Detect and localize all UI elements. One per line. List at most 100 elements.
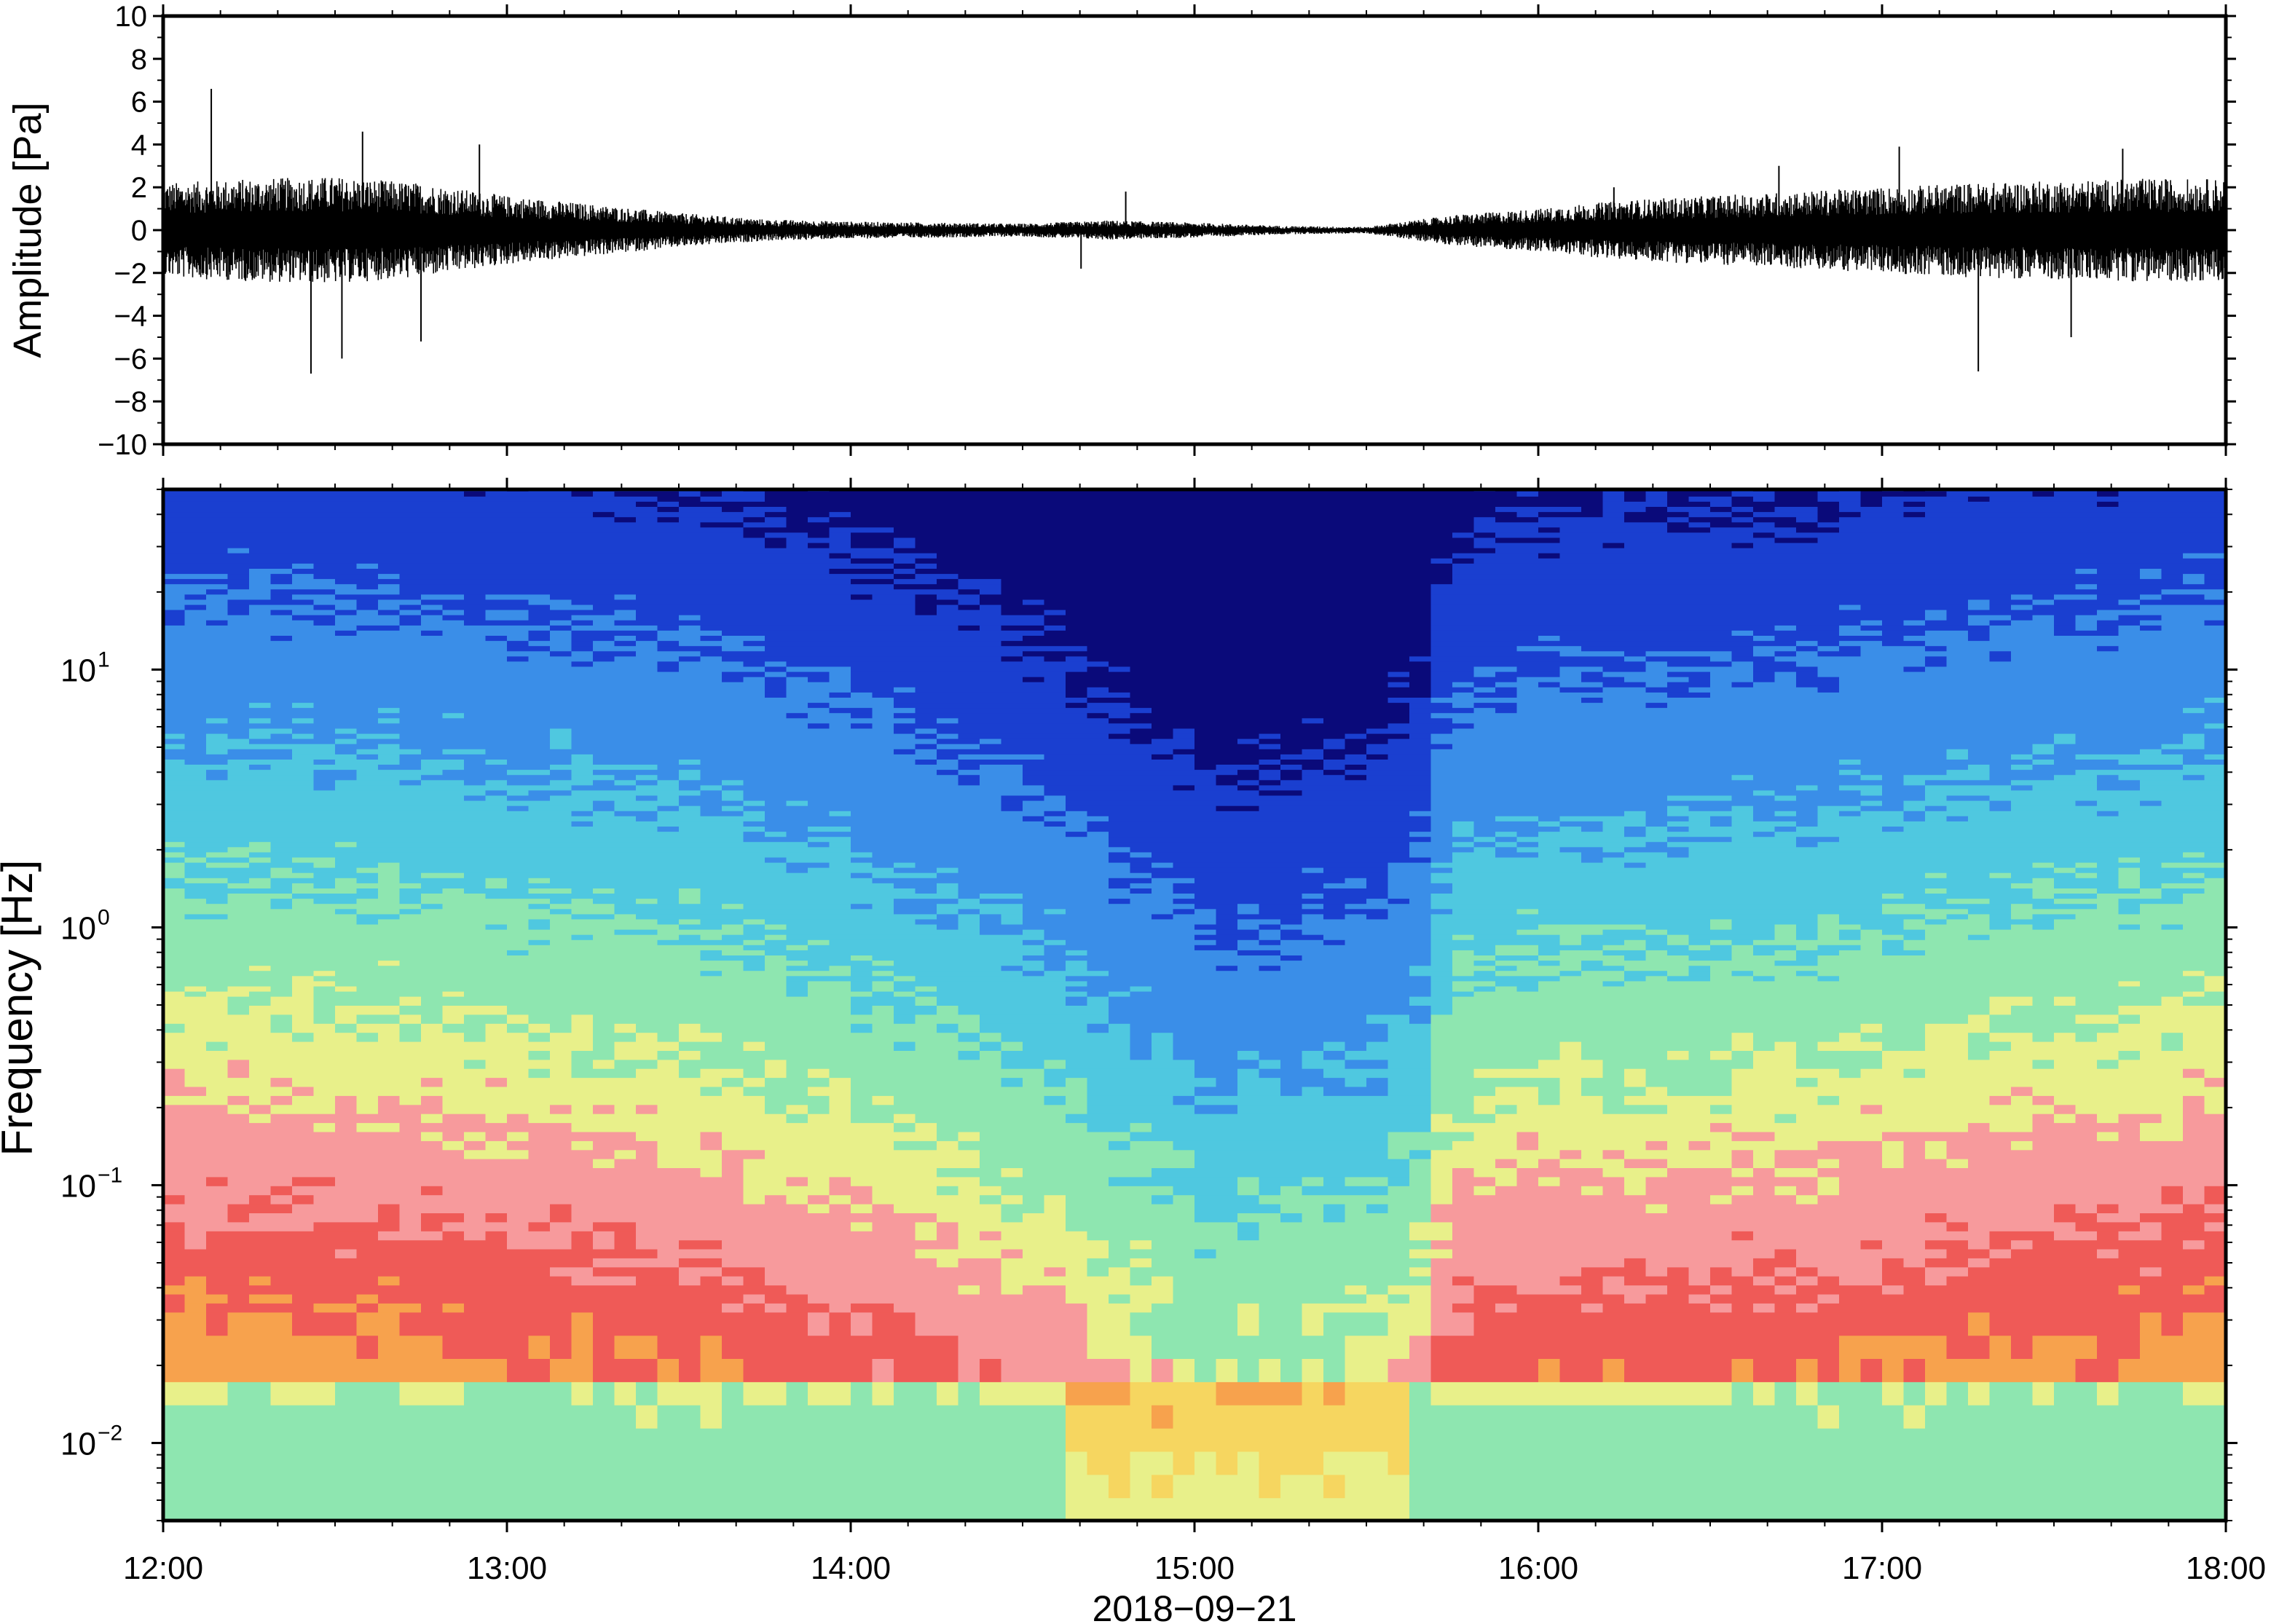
spectrogram-cell bbox=[378, 1239, 401, 1249]
spectrogram-cell bbox=[873, 1474, 895, 1498]
spectrogram-cell bbox=[292, 821, 315, 827]
spectrogram-cell bbox=[507, 1095, 530, 1105]
spectrogram-cell bbox=[787, 650, 809, 656]
spectrogram-cell bbox=[228, 1231, 251, 1240]
spectrogram-cell bbox=[658, 754, 680, 760]
spectrogram-cell bbox=[615, 851, 637, 857]
spectrogram-cell bbox=[206, 543, 229, 548]
spectrogram-cell bbox=[808, 1497, 830, 1521]
spectrogram-cell bbox=[851, 831, 873, 837]
spectrogram-cell bbox=[314, 857, 336, 863]
spectrogram-cell bbox=[701, 687, 723, 693]
spectrogram-cell bbox=[335, 986, 358, 992]
spectrogram-cell bbox=[658, 955, 680, 961]
spectrogram-cell bbox=[765, 1068, 787, 1078]
spectrogram-cell bbox=[163, 1014, 186, 1023]
spectrogram-cell bbox=[550, 610, 572, 615]
spectrogram-cell bbox=[701, 929, 723, 935]
spectrogram-cell bbox=[378, 955, 401, 961]
spectrogram-cell bbox=[228, 516, 251, 522]
spectrogram-cell bbox=[185, 831, 208, 837]
spectrogram-cell bbox=[808, 671, 830, 677]
spectrogram-cell bbox=[658, 682, 680, 687]
spectrogram-cell bbox=[228, 924, 251, 930]
spectrogram-cell bbox=[765, 1358, 787, 1382]
spectrogram-cell bbox=[679, 929, 701, 935]
spectrogram-cell bbox=[421, 970, 444, 976]
spectrogram-cell bbox=[529, 599, 551, 605]
spectrogram-cell bbox=[486, 1176, 508, 1186]
spectrogram-cell bbox=[185, 1249, 208, 1258]
spectrogram-cell bbox=[271, 789, 294, 795]
spectrogram-cell bbox=[443, 805, 465, 811]
spectrogram-cell bbox=[529, 950, 551, 955]
spectrogram-cell bbox=[744, 655, 766, 661]
spectrogram-cell bbox=[271, 1231, 294, 1240]
spectrogram-cell bbox=[292, 615, 315, 620]
spectrogram-cell bbox=[163, 970, 186, 976]
spectrogram-cell bbox=[550, 1005, 572, 1014]
spectrogram-cell bbox=[228, 784, 251, 790]
spectrogram-cell bbox=[185, 682, 208, 687]
spectrogram-cell bbox=[529, 532, 551, 537]
spectrogram-cell bbox=[765, 666, 787, 672]
spectrogram-cell bbox=[550, 1428, 572, 1452]
spectrogram-cell bbox=[378, 578, 401, 584]
spectrogram-cell bbox=[679, 1014, 701, 1023]
spectrogram-cell bbox=[464, 1149, 487, 1159]
spectrogram-cell bbox=[550, 712, 572, 718]
spectrogram-cell bbox=[357, 594, 379, 599]
spectrogram-cell bbox=[873, 883, 895, 888]
spectrogram-cell bbox=[701, 583, 723, 589]
spectrogram-cell bbox=[636, 821, 658, 827]
spectrogram-cell bbox=[722, 1497, 744, 1521]
spectrogram-cell bbox=[851, 769, 873, 775]
spectrogram-cell bbox=[163, 692, 186, 698]
spectrogram-cell bbox=[378, 722, 401, 728]
spectrogram-cell bbox=[787, 1167, 809, 1177]
spectrogram-cell bbox=[507, 1113, 530, 1123]
spectrogram-cell bbox=[335, 800, 358, 806]
spectrogram-cell bbox=[572, 671, 594, 677]
spectrogram-cell bbox=[163, 558, 186, 564]
spectrogram-cell bbox=[722, 610, 744, 615]
spectrogram-cell bbox=[443, 1405, 465, 1429]
spectrogram-cell bbox=[486, 939, 508, 945]
spectrogram-cell bbox=[486, 1285, 508, 1294]
spectrogram-cell bbox=[486, 1068, 508, 1078]
spectrogram-cell bbox=[464, 1005, 487, 1014]
spectrogram-cell bbox=[615, 749, 637, 754]
spectrogram-cell bbox=[765, 697, 787, 703]
spectrogram-cell bbox=[722, 671, 744, 677]
spectrogram-cell bbox=[335, 1474, 358, 1498]
spectrogram-cell bbox=[658, 568, 680, 574]
spectrogram-cell bbox=[851, 851, 873, 857]
spectrogram-cell bbox=[443, 1258, 465, 1267]
spectrogram-cell bbox=[185, 955, 208, 961]
spectrogram-cell bbox=[314, 645, 336, 651]
spectrogram-cell bbox=[765, 857, 787, 863]
spectrogram-cell bbox=[722, 795, 744, 801]
spectrogram-cell bbox=[658, 1335, 680, 1359]
spectrogram-cell bbox=[744, 1050, 766, 1060]
spectrogram-cell bbox=[722, 1113, 744, 1123]
spectrogram-cell bbox=[550, 543, 572, 548]
spectrogram-cell bbox=[443, 779, 465, 785]
spectrogram-cell bbox=[206, 1213, 229, 1222]
spectrogram-cell bbox=[163, 1381, 186, 1406]
spectrogram-cell bbox=[335, 1032, 358, 1041]
spectrogram-cell bbox=[228, 1186, 251, 1195]
spectrogram-cell bbox=[507, 1428, 530, 1452]
spectrogram-cell bbox=[443, 970, 465, 976]
spectrogram-cell bbox=[443, 789, 465, 795]
spectrogram-cell bbox=[873, 677, 895, 682]
spectrogram-cell bbox=[765, 625, 787, 631]
spectrogram-cell bbox=[808, 1032, 830, 1041]
spectrogram-cell bbox=[830, 666, 852, 672]
spectrogram-cell bbox=[421, 1122, 444, 1132]
spectrogram-cell bbox=[572, 677, 594, 682]
spectrogram-cell bbox=[335, 728, 358, 734]
spectrogram-cell bbox=[486, 615, 508, 620]
spectrogram-cell bbox=[206, 568, 229, 574]
spectrogram-cell bbox=[464, 1405, 487, 1429]
